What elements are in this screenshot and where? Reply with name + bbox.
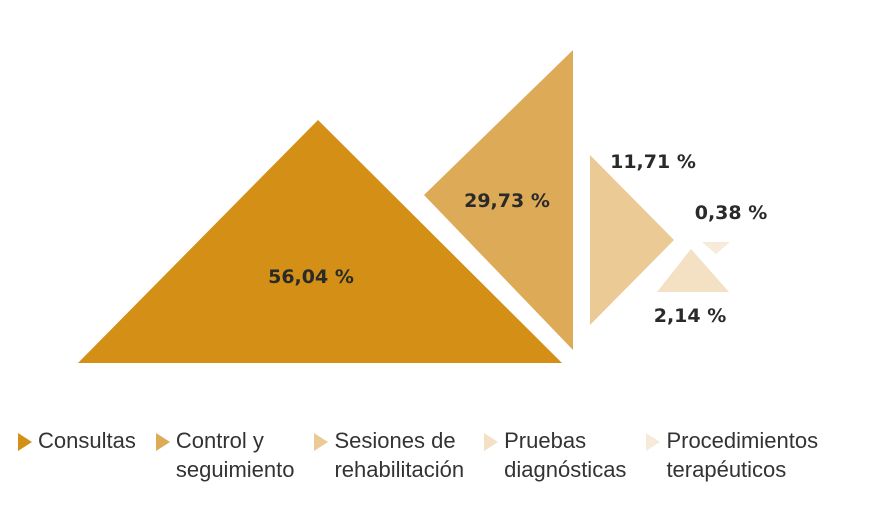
legend-swatch-sesiones-rehabilitacion	[314, 433, 329, 451]
triangle-procedimientos-terapeuticos	[702, 242, 730, 254]
legend-item-pruebas-diagnosticas: Pruebas diagnósticas	[484, 426, 626, 484]
legend-swatch-consultas	[18, 433, 32, 451]
triangle-control-seguimiento	[424, 50, 573, 350]
legend-label-line2: rehabilitación	[334, 457, 465, 482]
legend-label-line1: Pruebas	[504, 428, 587, 453]
legend-item-sesiones-rehabilitacion: Sesiones de rehabilitación	[314, 426, 464, 484]
legend-label-line1: Consultas	[38, 428, 136, 453]
legend-swatch-pruebas-diagnosticas	[484, 433, 499, 451]
legend-label-line1: Control y	[175, 428, 264, 453]
value-label-consultas: 56,04 %	[268, 266, 354, 288]
legend-swatch-control-seguimiento	[155, 433, 170, 451]
value-label-control-seguimiento: 29,73 %	[464, 190, 550, 212]
legend-label-line2: seguimiento	[175, 457, 295, 482]
triangle-consultas	[78, 120, 562, 363]
legend-label-line1: Procedimientos	[666, 428, 819, 453]
legend-label-line2: diagnósticas	[504, 457, 627, 482]
legend-swatch-procedimientos-terapeuticos	[646, 433, 661, 451]
legend-item-control-seguimiento: Control y seguimiento	[155, 426, 295, 484]
legend-label-line1: Sesiones de	[334, 428, 456, 453]
triangle-sesiones-rehabilitacion	[590, 155, 674, 325]
legend-item-consultas: Consultas	[18, 426, 136, 455]
triangle-pruebas-diagnosticas	[657, 249, 729, 292]
legend: Consultas Control y seguimiento Sesiones …	[18, 426, 838, 484]
value-label-pruebas-diagnosticas: 2,14 %	[654, 305, 727, 327]
legend-label-line2: terapéuticos	[666, 457, 787, 482]
value-label-procedimientos-terapeuticos: 0,38 %	[695, 202, 768, 224]
value-label-sesiones-rehabilitacion: 11,71 %	[610, 151, 696, 173]
legend-item-procedimientos-terapeuticos: Procedimientos terapéuticos	[646, 426, 818, 484]
